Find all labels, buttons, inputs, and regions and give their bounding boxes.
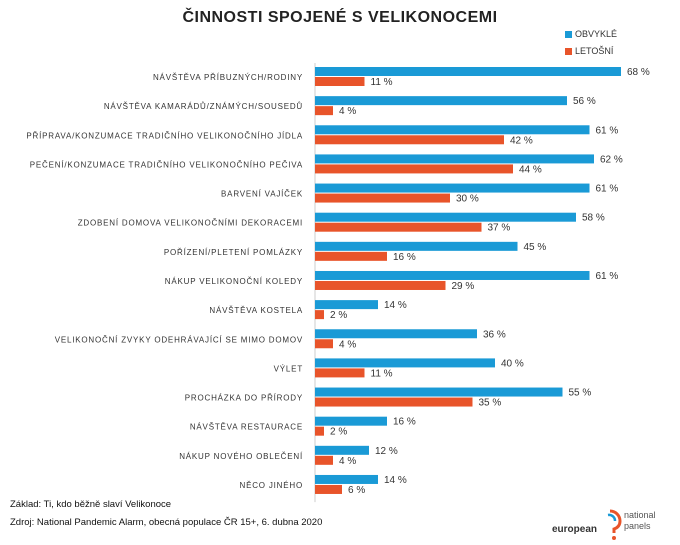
bar-letosni: [315, 280, 446, 290]
data-label-obvykle: 58 %: [582, 213, 605, 224]
category-label: NÁKUP VELIKONOČNÍ KOLEDY: [165, 277, 303, 286]
data-label-letosni: 42 %: [510, 135, 533, 146]
data-label-obvykle: 40 %: [501, 358, 524, 369]
category-label: VÝLET: [274, 364, 303, 373]
data-label-letosni: 37 %: [488, 223, 511, 234]
bar-letosni: [315, 484, 342, 494]
data-label-obvykle: 12 %: [375, 446, 398, 457]
bar-letosni: [315, 251, 387, 261]
category-label: BARVENÍ VAJÍČEK: [221, 190, 303, 199]
legend-item-obvykle: OBVYKLÉ: [565, 29, 617, 39]
data-label-letosni: 11 %: [371, 368, 393, 379]
data-label-obvykle: 61 %: [596, 184, 619, 195]
bar-letosni: [315, 455, 333, 465]
category-label: NÁVŠTĚVA PŘÍBUZNÝCH/RODINY: [153, 73, 303, 82]
data-label-letosni: 4 %: [339, 339, 356, 350]
category-label: ZDOBENÍ DOMOVA VELIKONOČNÍMI DEKORACEMI: [78, 219, 303, 228]
category-label: PEČENÍ/KONZUMACE TRADIČNÍHO VELIKONOČNÍH…: [30, 160, 303, 169]
bar-letosni: [315, 222, 482, 232]
category-label: POŘÍZENÍ/PLETENÍ POMLÁZKY: [164, 248, 303, 257]
data-label-obvykle: 56 %: [573, 96, 596, 107]
legend-label-letosni: LETOŠNÍ: [575, 46, 614, 56]
category-label: NÁVŠTĚVA KOSTELA: [209, 306, 303, 315]
bar-obvykle: [315, 270, 590, 280]
data-label-obvykle: 61 %: [596, 125, 619, 136]
bar-obvykle: [315, 416, 387, 426]
data-label-letosni: 16 %: [393, 252, 416, 263]
category-label: VELIKONOČNÍ ZVYKY ODEHRÁVAJÍCÍ SE MIMO D…: [55, 335, 303, 344]
chart-title: ČINNOSTI SPOJENÉ S VELIKONOCEMI: [182, 9, 498, 26]
bar-letosni: [315, 193, 450, 203]
data-label-letosni: 29 %: [452, 281, 475, 292]
data-label-obvykle: 16 %: [393, 417, 416, 428]
bar-obvykle: [315, 67, 621, 76]
bar-letosni: [315, 339, 333, 349]
category-label: NĚCO JINÉHO: [240, 481, 303, 490]
data-label-obvykle: 45 %: [524, 242, 547, 253]
data-label-letosni: 11 %: [371, 77, 393, 88]
data-label-obvykle: 55 %: [569, 388, 592, 399]
bar-obvykle: [315, 329, 477, 339]
legend-label-obvykle: OBVYKLÉ: [575, 29, 618, 39]
legend-item-letosni: LETOŠNÍ: [565, 46, 613, 56]
bar-obvykle: [315, 183, 590, 193]
legend-swatch-obvykle: [565, 30, 572, 38]
european-national-panels-logo: european national panels: [552, 509, 656, 540]
svg-text:national: national: [624, 510, 656, 520]
legend-swatch-letosni: [565, 47, 572, 55]
category-label: NÁKUP NOVÉHO OBLEČENÍ: [179, 452, 303, 461]
svg-text:european: european: [552, 524, 597, 535]
bar-letosni: [315, 397, 473, 407]
bar-obvykle: [315, 445, 369, 455]
bar-letosni: [315, 426, 324, 436]
data-label-letosni: 6 %: [348, 485, 365, 496]
bar-obvykle: [315, 358, 495, 368]
bar-obvykle: [315, 300, 378, 310]
data-label-letosni: 2 %: [330, 310, 347, 321]
data-label-obvykle: 36 %: [483, 329, 506, 340]
bar-obvykle: [315, 96, 567, 106]
data-label-letosni: 44 %: [519, 164, 542, 175]
data-label-obvykle: 68 %: [627, 67, 650, 78]
bar-obvykle: [315, 212, 576, 222]
bar-obvykle: [315, 241, 518, 251]
category-label: PROCHÁZKA DO PŘÍRODY: [185, 394, 303, 403]
data-label-letosni: 4 %: [339, 106, 356, 117]
data-label-obvykle: 62 %: [600, 154, 623, 165]
data-label-letosni: 4 %: [339, 456, 356, 467]
svg-text:panels: panels: [624, 521, 651, 531]
bar-letosni: [315, 368, 365, 378]
bar-letosni: [315, 106, 333, 116]
data-label-obvykle: 14 %: [384, 300, 407, 311]
bar-letosni: [315, 135, 504, 145]
category-label: NÁVŠTĚVA KAMARÁDŮ/ZNÁMÝCH/SOUSEDŮ: [104, 102, 303, 111]
bar-obvykle: [315, 125, 590, 135]
footer-base: Základ: Ti, kdo běžně slaví Velikonoce: [10, 499, 172, 510]
data-label-letosni: 30 %: [456, 194, 479, 205]
category-label: NÁVŠTĚVA RESTAURACE: [190, 423, 303, 432]
data-label-letosni: 35 %: [479, 398, 502, 409]
bar-obvykle: [315, 474, 378, 484]
bar-letosni: [315, 310, 324, 320]
bar-letosni: [315, 77, 365, 86]
footer-source: Zdroj: National Pandemic Alarm, obecná p…: [10, 517, 323, 528]
bar-obvykle: [315, 387, 563, 397]
data-label-obvykle: 61 %: [596, 271, 619, 282]
bar-obvykle: [315, 154, 594, 164]
category-label: PŘÍPRAVA/KONZUMACE TRADIČNÍHO VELIKONOČN…: [26, 131, 303, 140]
data-label-letosni: 2 %: [330, 427, 347, 438]
bar-letosni: [315, 164, 513, 174]
data-label-obvykle: 14 %: [384, 475, 407, 486]
